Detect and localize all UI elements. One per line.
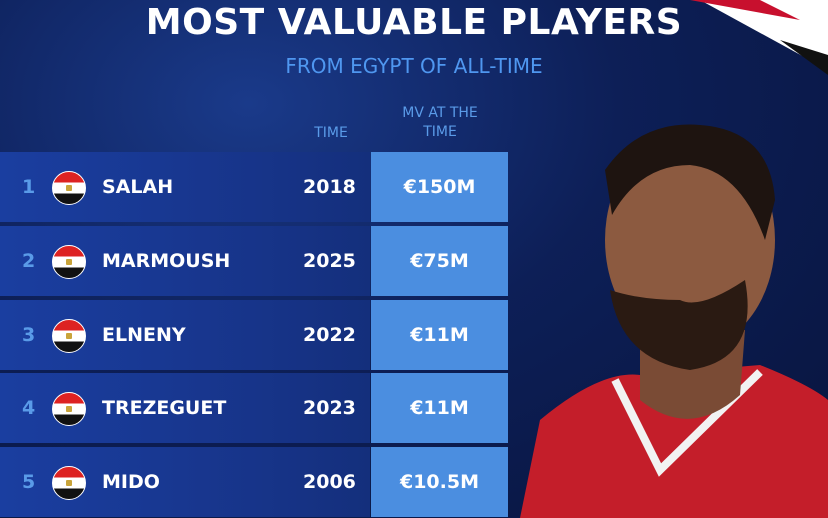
flag-icon [52,171,86,205]
player-name: MIDO [102,471,160,494]
year: 2023 [303,397,356,420]
player-name: ELNENY [102,323,186,346]
year: 2025 [303,249,356,272]
rank: 4 [22,397,36,420]
flag-icon [52,466,86,501]
table-row: 4 TREZEGUET 2023 €11M [0,373,508,444]
rank: 1 [22,176,36,198]
player-name: MARMOUSH [102,249,231,272]
rank: 3 [22,323,36,346]
column-header: MV AT THE TIME [402,105,478,140]
flag-icon [52,244,86,279]
title: MOST VALUABLE PLAYERS [145,2,683,43]
market-value: €10.5M [371,447,508,518]
table-row: 1 SALAH 2018 €150M [0,152,508,222]
table-row: 2 MARMOUSH 2025 €75M [0,225,508,296]
flag-icon [52,392,86,427]
player-name: TREZEGUET [102,397,227,420]
player-name: SALAH [102,176,174,198]
rank: 5 [22,471,36,494]
market-value: €11M [371,373,508,444]
rank: 2 [22,249,36,272]
year: 2022 [303,323,356,346]
flag-icon [52,318,86,353]
year: 2006 [303,471,356,494]
subtitle: FROM EGYPT OF ALL-TIME [285,54,543,78]
year: 2018 [303,176,356,198]
market-value: €11M [371,299,508,370]
column-header: TIME [314,125,348,141]
market-value: €75M [371,225,508,296]
table-row: 5 MIDO 2006 €10.5M [0,447,508,518]
table-row: 3 ELNENY 2022 €11M [0,299,508,370]
market-value: €150M [371,152,508,222]
